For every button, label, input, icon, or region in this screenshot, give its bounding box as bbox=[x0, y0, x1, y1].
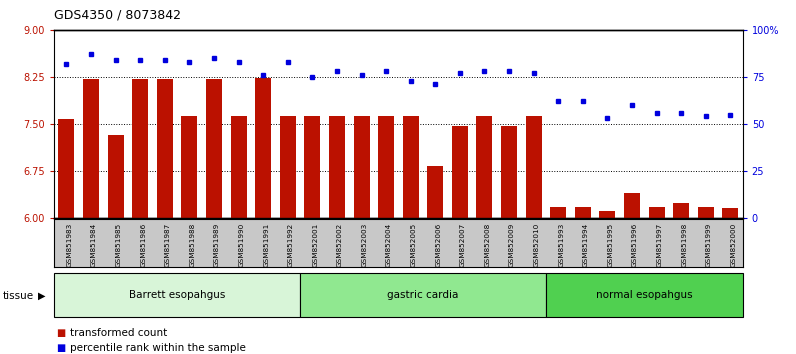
Text: GSM852001: GSM852001 bbox=[312, 222, 318, 267]
Text: gastric cardia: gastric cardia bbox=[388, 290, 458, 300]
Text: GSM851992: GSM851992 bbox=[287, 222, 294, 267]
Text: GSM851989: GSM851989 bbox=[214, 222, 220, 267]
Bar bbox=[452, 126, 468, 218]
Text: percentile rank within the sample: percentile rank within the sample bbox=[70, 343, 246, 353]
Bar bbox=[353, 116, 369, 218]
Text: GSM852002: GSM852002 bbox=[337, 222, 343, 267]
Bar bbox=[181, 116, 197, 218]
Bar bbox=[427, 166, 443, 218]
Bar bbox=[649, 207, 665, 218]
Bar bbox=[550, 207, 566, 218]
Text: GSM851986: GSM851986 bbox=[140, 222, 146, 267]
Bar bbox=[501, 126, 517, 218]
Text: GDS4350 / 8073842: GDS4350 / 8073842 bbox=[54, 9, 181, 22]
Text: GSM852006: GSM852006 bbox=[435, 222, 441, 267]
Text: GSM852005: GSM852005 bbox=[411, 222, 416, 267]
Text: GSM851985: GSM851985 bbox=[115, 222, 122, 267]
Text: GSM852009: GSM852009 bbox=[509, 222, 515, 267]
Bar bbox=[403, 116, 419, 218]
Text: GSM851988: GSM851988 bbox=[189, 222, 195, 267]
Text: GSM851991: GSM851991 bbox=[263, 222, 269, 267]
Bar bbox=[698, 207, 714, 218]
Text: GSM852000: GSM852000 bbox=[731, 222, 736, 267]
Bar bbox=[206, 79, 222, 218]
Bar bbox=[329, 116, 345, 218]
Bar bbox=[157, 80, 173, 218]
Text: GSM851996: GSM851996 bbox=[632, 222, 638, 267]
Bar bbox=[546, 273, 743, 317]
Text: GSM851997: GSM851997 bbox=[657, 222, 662, 267]
Text: ▶: ▶ bbox=[38, 291, 45, 301]
Text: GSM851999: GSM851999 bbox=[706, 222, 712, 267]
Text: ■: ■ bbox=[57, 343, 66, 353]
Text: GSM851995: GSM851995 bbox=[607, 222, 614, 267]
Text: transformed count: transformed count bbox=[70, 328, 167, 338]
Text: GSM851998: GSM851998 bbox=[681, 222, 687, 267]
Text: GSM852010: GSM852010 bbox=[533, 222, 540, 267]
Text: GSM851990: GSM851990 bbox=[239, 222, 244, 267]
Text: GSM851993: GSM851993 bbox=[558, 222, 564, 267]
Bar bbox=[107, 135, 123, 218]
Text: GSM851987: GSM851987 bbox=[165, 222, 171, 267]
Bar bbox=[132, 80, 148, 218]
Bar bbox=[54, 273, 300, 317]
Text: GSM851983: GSM851983 bbox=[66, 222, 72, 267]
Bar bbox=[256, 78, 271, 218]
Bar bbox=[279, 116, 296, 218]
Bar bbox=[525, 116, 541, 218]
Bar bbox=[300, 273, 546, 317]
Bar bbox=[624, 193, 640, 218]
Bar bbox=[83, 79, 99, 218]
Bar bbox=[575, 207, 591, 218]
Text: GSM852004: GSM852004 bbox=[386, 222, 392, 267]
Bar bbox=[477, 116, 493, 218]
Text: Barrett esopahgus: Barrett esopahgus bbox=[129, 290, 225, 300]
Bar bbox=[673, 203, 689, 218]
Text: tissue: tissue bbox=[2, 291, 33, 301]
Bar bbox=[723, 208, 739, 218]
Text: GSM851994: GSM851994 bbox=[583, 222, 589, 267]
Text: GSM851984: GSM851984 bbox=[91, 222, 97, 267]
Bar bbox=[304, 116, 320, 218]
Bar bbox=[599, 211, 615, 218]
Text: ■: ■ bbox=[57, 328, 66, 338]
Text: GSM852008: GSM852008 bbox=[485, 222, 490, 267]
Text: normal esopahgus: normal esopahgus bbox=[596, 290, 693, 300]
Bar bbox=[58, 119, 74, 218]
Bar bbox=[231, 116, 247, 218]
Text: GSM852003: GSM852003 bbox=[361, 222, 368, 267]
Bar bbox=[378, 116, 394, 218]
Text: GSM852007: GSM852007 bbox=[460, 222, 466, 267]
